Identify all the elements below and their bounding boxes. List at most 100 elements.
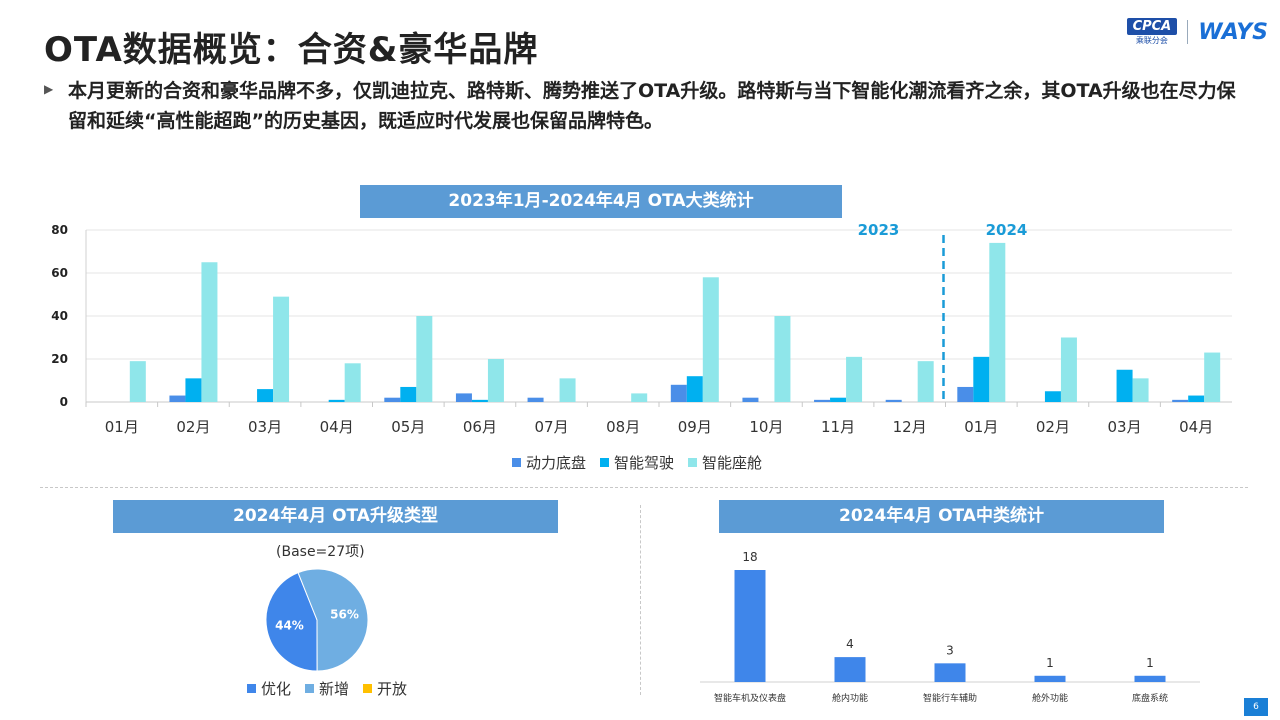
x-tick-label: 12月 <box>893 418 927 436</box>
section-divider-vertical <box>640 505 641 695</box>
legend-swatch <box>363 684 373 693</box>
pie-slice-label: 56% <box>330 608 359 622</box>
mid-bar-2 <box>834 657 866 682</box>
x-tick-label: 01月 <box>105 418 139 436</box>
y-tick-label: 80 <box>51 223 68 237</box>
bar-2-2 <box>185 378 202 402</box>
pie-slice-2 <box>297 568 369 672</box>
bar-1-7 <box>527 397 544 402</box>
mid-x-tick-label: 舱外功能 <box>1032 692 1068 704</box>
bar-3-1 <box>129 361 146 402</box>
legend-swatch <box>512 458 521 467</box>
pie-legend-item-1: 优化 <box>247 678 291 699</box>
cpca-logo-subtitle: 乘联分会 <box>1135 36 1168 45</box>
year-label-2024: 2024 <box>986 221 1028 239</box>
bar-3-4 <box>344 363 361 402</box>
mid-bar-value-label: 4 <box>846 637 854 651</box>
bullet-arrow-icon: ▶ <box>44 82 54 96</box>
year-label-2023: 2023 <box>858 221 900 239</box>
section-divider-horizontal <box>40 487 1248 488</box>
bar-2-13 <box>973 356 990 402</box>
cpca-logo-mark: CPCA <box>1126 18 1178 35</box>
bar-3-16 <box>1204 352 1221 402</box>
legend-swatch <box>247 684 256 693</box>
x-tick-label: 03月 <box>248 418 282 436</box>
ways-logo: WAYS <box>1198 19 1268 45</box>
mid-bar-value-label: 3 <box>946 643 954 657</box>
bar-2-5 <box>400 386 417 402</box>
bar-2-11 <box>830 397 847 402</box>
y-tick-label: 60 <box>51 266 68 280</box>
pie-legend-item-2: 新增 <box>305 678 349 699</box>
pie-chart: 44% 56% <box>265 568 369 672</box>
legend-label: 新增 <box>319 680 350 698</box>
legend-item-1: 动力底盘 <box>512 452 586 473</box>
mid-bar-5 <box>1134 675 1166 682</box>
bar-2-6 <box>471 399 488 402</box>
mid-x-tick-label: 底盘系统 <box>1132 692 1168 704</box>
main-chart-title: 2023年1月-2024年4月 OTA大类统计 <box>360 185 842 218</box>
bar-3-8 <box>631 393 648 402</box>
bar-1-9 <box>670 384 687 402</box>
x-tick-label: 09月 <box>678 418 712 436</box>
mid-x-tick-label: 智能车机及仪表盘 <box>714 692 786 704</box>
bar-1-13 <box>957 386 974 402</box>
main-bar-chart: 0 20 40 60 80 01月 02月 03月 04月 05月 06月 07月 08月 09月 10月 1… <box>51 221 1232 436</box>
pie-slice-1 <box>265 571 318 672</box>
mid-x-tick-label: 舱内功能 <box>832 692 868 704</box>
legend-label: 开放 <box>377 680 408 698</box>
y-tick-label: 20 <box>51 352 68 366</box>
bar-1-6 <box>455 393 472 402</box>
mid-bar-1 <box>734 570 766 682</box>
x-tick-label: 10月 <box>749 418 783 436</box>
bar-1-12 <box>885 399 902 402</box>
bar-1-5 <box>384 397 401 402</box>
bar-3-15 <box>1132 378 1149 402</box>
mid-bar-3 <box>934 663 966 682</box>
bar-3-13 <box>989 242 1006 402</box>
legend-label: 动力底盘 <box>526 454 587 472</box>
mid-bar-chart: 18 智能车机及仪表盘 4 舱内功能 3 智能行车辅助 1 舱外功能 1 底盘系统 <box>700 550 1200 704</box>
legend-label: 智能座舱 <box>702 454 763 472</box>
main-chart-legend: 动力底盘 智能驾驶 智能座舱 <box>512 452 762 473</box>
bar-1-16 <box>1172 399 1189 402</box>
x-tick-label: 02月 <box>1036 418 1070 436</box>
bar-2-4 <box>328 399 345 402</box>
x-tick-label: 07月 <box>535 418 569 436</box>
x-tick-label: 01月 <box>964 418 998 436</box>
bar-2-15 <box>1116 369 1133 402</box>
x-tick-label: 05月 <box>391 418 425 436</box>
mid-chart-title: 2024年4月 OTA中类统计 <box>719 500 1164 533</box>
legend-swatch <box>600 458 610 467</box>
mid-bar-4 <box>1034 675 1066 682</box>
bar-3-9 <box>702 277 719 402</box>
bar-2-3 <box>257 389 274 402</box>
pie-legend-item-3: 开放 <box>363 678 407 699</box>
mid-bar-value-label: 1 <box>1046 656 1054 670</box>
bar-2-9 <box>686 376 703 402</box>
legend-swatch <box>305 684 315 693</box>
bar-3-14 <box>1060 337 1077 402</box>
pie-chart-legend: 优化 新增 开放 <box>247 678 407 699</box>
logo-divider <box>1187 20 1189 44</box>
bar-3-11 <box>846 356 863 402</box>
legend-label: 优化 <box>261 680 292 698</box>
pie-slice-label: 44% <box>275 618 304 632</box>
bar-1-10 <box>742 397 759 402</box>
bar-3-12 <box>917 361 934 402</box>
bar-3-2 <box>201 262 218 402</box>
legend-swatch <box>688 458 698 467</box>
legend-item-2: 智能驾驶 <box>600 452 674 473</box>
logo-group: CPCA 乘联分会 WAYS <box>1126 18 1268 46</box>
y-tick-label: 40 <box>51 309 68 323</box>
x-tick-label: 08月 <box>606 418 640 436</box>
y-tick-label: 0 <box>60 395 68 409</box>
x-tick-label: 02月 <box>176 418 210 436</box>
bar-1-2 <box>169 395 186 402</box>
x-tick-label: 06月 <box>463 418 497 436</box>
page-number: 6 <box>1244 698 1268 716</box>
page-title: OTA数据概览：合资&豪华品牌 <box>44 30 539 70</box>
bar-1-11 <box>814 399 831 402</box>
x-tick-label: 11月 <box>821 418 855 436</box>
bar-3-6 <box>487 359 504 402</box>
